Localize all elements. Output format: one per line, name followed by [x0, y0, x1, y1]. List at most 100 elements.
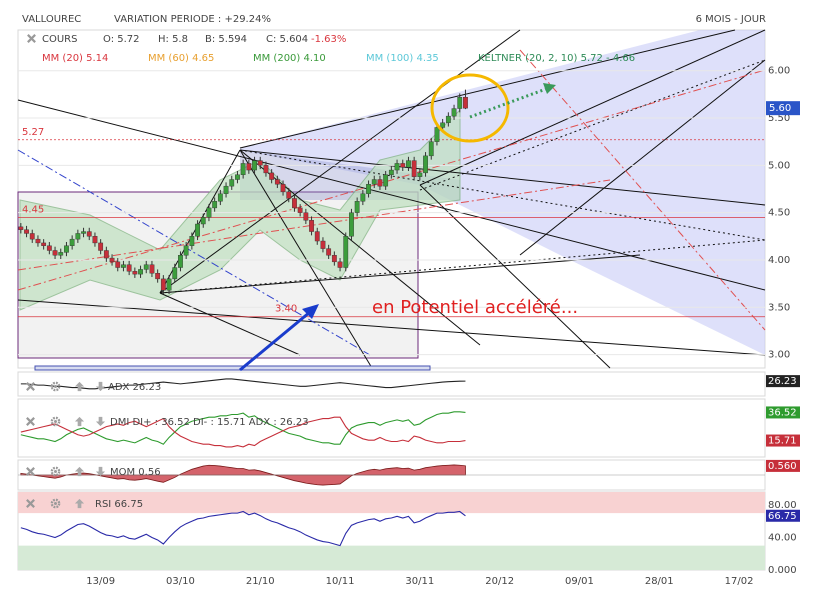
channel-zone [240, 30, 765, 355]
trend-line [159, 239, 766, 294]
candle-body [183, 245, 189, 256]
candle-body [286, 191, 292, 199]
candle-body [263, 165, 269, 174]
value-badge-label: 26.23 [768, 376, 797, 387]
candle-body [252, 160, 257, 171]
candle-body [383, 174, 389, 187]
range-bar [34, 365, 431, 371]
trend-line [159, 29, 521, 294]
candle-body [274, 179, 280, 185]
zone [18, 545, 765, 570]
candle-body [189, 236, 195, 246]
zone [18, 492, 765, 514]
x-tick-label: 09/01 [565, 576, 594, 587]
candle-body [428, 141, 434, 157]
candle-body [206, 207, 212, 218]
x-tick-label: 21/10 [246, 576, 275, 587]
annotation: en Potentiel accéléré... [372, 297, 578, 318]
candle-body [200, 217, 206, 225]
candle-body [457, 96, 463, 109]
value-badge-label: 15.71 [768, 436, 797, 447]
trend-line [239, 149, 373, 369]
indicator-line [20, 411, 466, 445]
candle-body [195, 223, 200, 237]
candle-body [35, 238, 41, 244]
candle-body [69, 238, 75, 246]
legend-item: MM (60) 4.65 [148, 53, 214, 64]
value-badge-label: 66.75 [768, 511, 797, 522]
candle-body [366, 184, 371, 194]
legend-item: KELTNER (20, 2, 10) 5.72 - 4.66 [478, 53, 635, 64]
y-tick-label: 3.00 [768, 350, 790, 361]
candle-body [46, 245, 52, 251]
quote-close: C: 5.604 [266, 34, 308, 45]
candle-body [360, 193, 366, 202]
trend-line [519, 49, 766, 331]
candle-body [320, 240, 326, 249]
candle-body [417, 172, 423, 177]
candle-body [463, 96, 468, 109]
quote-open: O: 5.72 [103, 34, 140, 45]
value-badge [766, 509, 800, 522]
arrow-head [543, 83, 556, 94]
candle-body [86, 231, 92, 237]
dmi-panel [17, 398, 766, 458]
trend-line [419, 184, 611, 369]
panel-title: MOM 0.56 [110, 467, 161, 478]
period[interactable]: 6 MOIS - JOUR [696, 14, 766, 25]
legend-item: MM (20) 5.14 [42, 53, 108, 64]
candle-body [178, 255, 183, 268]
candle-body [155, 273, 161, 280]
candle-body [406, 160, 411, 168]
candle-body [121, 264, 126, 268]
candle-body [132, 271, 138, 275]
y-tick-label: 5.00 [768, 160, 790, 171]
y-tick-label: 3.50 [768, 302, 790, 313]
last-price-label: 5.60 [769, 103, 791, 114]
candle-body [400, 163, 406, 168]
candle-body [297, 207, 303, 213]
candle-body [166, 278, 172, 291]
candle-body [41, 242, 47, 246]
trend-line [159, 292, 301, 356]
last-price-badge [766, 101, 800, 116]
candle-body [292, 198, 297, 209]
trend-line [17, 179, 611, 271]
trend-line [239, 149, 766, 241]
candle-body [377, 179, 383, 187]
panel-title: DMI DI+ : 36.52 DI- : 15.71 ADX : 26.23 [110, 417, 309, 428]
y-tick-label: 5.50 [768, 113, 790, 124]
x-tick-label: 20/12 [485, 576, 514, 587]
trend-line [419, 29, 766, 186]
arrow-head [302, 304, 319, 319]
candle-body [309, 220, 314, 232]
candle-body [103, 250, 109, 259]
candle-body [18, 226, 24, 230]
x-tick-label: 28/01 [645, 576, 674, 587]
level-label: 3.40 [275, 304, 297, 315]
y-tick-label: 4.00 [768, 255, 790, 266]
level-label: 4.45 [22, 204, 44, 215]
pointer-arrow [239, 310, 311, 372]
indicator-line [20, 378, 466, 390]
candle-body [354, 201, 360, 213]
candle-body [29, 233, 35, 240]
candle-body [314, 231, 320, 242]
indicator-line [20, 510, 466, 547]
x-tick-label: 10/11 [326, 576, 355, 587]
candle-body [349, 212, 354, 237]
x-tick-label: 30/11 [405, 576, 434, 587]
candle-body [75, 233, 81, 240]
candle-body [109, 257, 115, 263]
candle-body [411, 160, 417, 177]
candle-body [440, 122, 446, 128]
candle-body [394, 163, 400, 171]
y-tick-label: 0.000 [768, 565, 797, 576]
x-tick-label: 03/10 [166, 576, 195, 587]
candle-body [423, 155, 428, 174]
candle-body [143, 264, 149, 270]
candle-body [303, 212, 309, 221]
trend-line [239, 149, 481, 346]
candle-body [172, 267, 178, 280]
